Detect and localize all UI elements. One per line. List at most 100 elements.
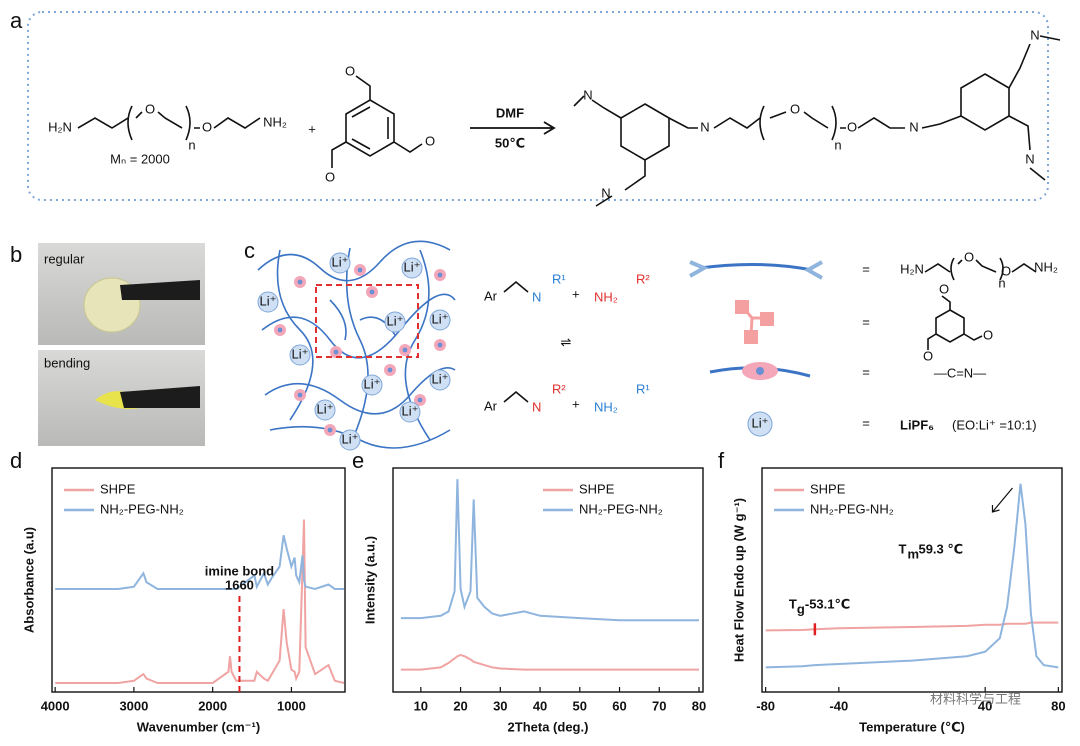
chem-label: O (964, 249, 974, 264)
scheme-frame (27, 11, 1049, 201)
aldehyde-small (927, 295, 983, 350)
tweezers (120, 386, 200, 408)
chem-label: NH₂ (1034, 259, 1058, 274)
ion (429, 309, 451, 331)
peg-formula (924, 257, 1037, 281)
plot-frame (392, 467, 704, 693)
annotation-subscript: m (907, 546, 919, 561)
chem-label: O (345, 63, 355, 78)
x-tick-label: 30 (493, 698, 507, 713)
chem-label: N (1030, 27, 1039, 42)
chem-label: O (847, 119, 857, 134)
ion (339, 429, 361, 451)
ion-label: Li⁺ (404, 259, 421, 274)
legend-label: SHPE (810, 481, 846, 496)
panel-label: a (10, 8, 23, 33)
data-line (400, 653, 699, 671)
ion-label: Li⁺ (317, 401, 334, 416)
ion (361, 374, 383, 396)
chem-label: O (939, 281, 949, 296)
aldehyde-structure (331, 75, 423, 168)
data-line (765, 483, 1059, 669)
y-axis-label: Heat Flow Endo up (W g⁻¹) (731, 498, 746, 662)
reaction-arrow (470, 121, 556, 135)
chem-label: O (1001, 263, 1011, 278)
equals-sign: = (862, 314, 870, 329)
plus-sign: + (572, 286, 580, 301)
ion-label: Li⁺ (387, 313, 404, 328)
ion (257, 291, 279, 313)
crosslink-core (387, 367, 393, 373)
legend-label: SHPE (579, 481, 615, 496)
panel-label: b (10, 242, 22, 267)
chem-label: O (202, 119, 212, 134)
polymer-chain (345, 247, 369, 446)
plus-sign: + (308, 121, 316, 136)
crosslink-core (333, 349, 339, 355)
ion-label: Li⁺ (432, 311, 449, 326)
x-tick-label: 3000 (119, 698, 148, 713)
crosslink-core (437, 342, 443, 348)
chem-label: Ar (484, 288, 498, 303)
x-tick-label: 80 (1051, 698, 1065, 713)
y-axis-label: Absorbance (a.u) (21, 527, 36, 633)
chem-label: R² (552, 381, 566, 396)
chem-label: O (983, 327, 993, 342)
crosslink-core (277, 327, 283, 333)
panel-label: f (718, 448, 725, 473)
chem-label: n (998, 275, 1005, 290)
chem-label: O (425, 133, 435, 148)
ion-label: Li⁺ (432, 371, 449, 386)
ion (329, 252, 351, 274)
salt-label: LiPF₆ (900, 417, 934, 432)
crosslink-core (417, 397, 423, 403)
highlight-box (315, 284, 419, 358)
condition: DMF (496, 105, 524, 120)
plot-frame (761, 467, 1063, 693)
chem-label: H₂N (900, 261, 924, 276)
x-tick-label: 40 (533, 698, 547, 713)
chem-label: O (325, 169, 335, 184)
legend-label: NH₂-PEG-NH₂ (810, 501, 894, 516)
plus-sign: + (572, 396, 580, 411)
ion (314, 399, 336, 421)
crosslink-core (437, 272, 443, 278)
bond (503, 390, 529, 403)
chem-label: N (1025, 151, 1034, 166)
chem-label: n (834, 137, 841, 152)
data-line (400, 479, 699, 622)
panel-label: d (10, 448, 22, 473)
chem-label: N (532, 399, 541, 414)
ion (384, 311, 406, 333)
bond (503, 280, 529, 293)
x-tick-label: 1000 (277, 698, 306, 713)
ion-label: Li⁺ (342, 431, 359, 446)
ion (429, 369, 451, 391)
chem-label: H₂N (48, 119, 72, 134)
polymer-chain (329, 299, 347, 341)
ion (399, 401, 421, 423)
chem-label: Mₙ = 2000 (110, 151, 170, 166)
x-tick-label: 4000 (41, 698, 70, 713)
x-tick-label: 50 (573, 698, 587, 713)
annotation-subscript: g (797, 602, 805, 617)
chem-label: N (700, 119, 709, 134)
ion (289, 344, 311, 366)
panel-label: e (352, 448, 364, 473)
product-structure (573, 35, 1061, 207)
x-tick-label: 2000 (198, 698, 227, 713)
x-tick-label: -40 (829, 698, 848, 713)
ion-label: Li⁺ (402, 403, 419, 418)
equals-sign: = (862, 364, 870, 379)
photo-label: bending (44, 355, 90, 370)
data-line (55, 534, 345, 591)
x-axis-label: Wavenumber (cm⁻¹) (137, 719, 260, 734)
chem-label: R¹ (552, 271, 566, 286)
watermark: 材料科学与工程 (930, 691, 1021, 706)
crosslink-core (369, 289, 375, 295)
annotation-arrow (991, 487, 1013, 513)
polymer-chain (257, 240, 451, 282)
polymer-chain (276, 249, 314, 421)
ion-label: Li⁺ (292, 346, 309, 361)
